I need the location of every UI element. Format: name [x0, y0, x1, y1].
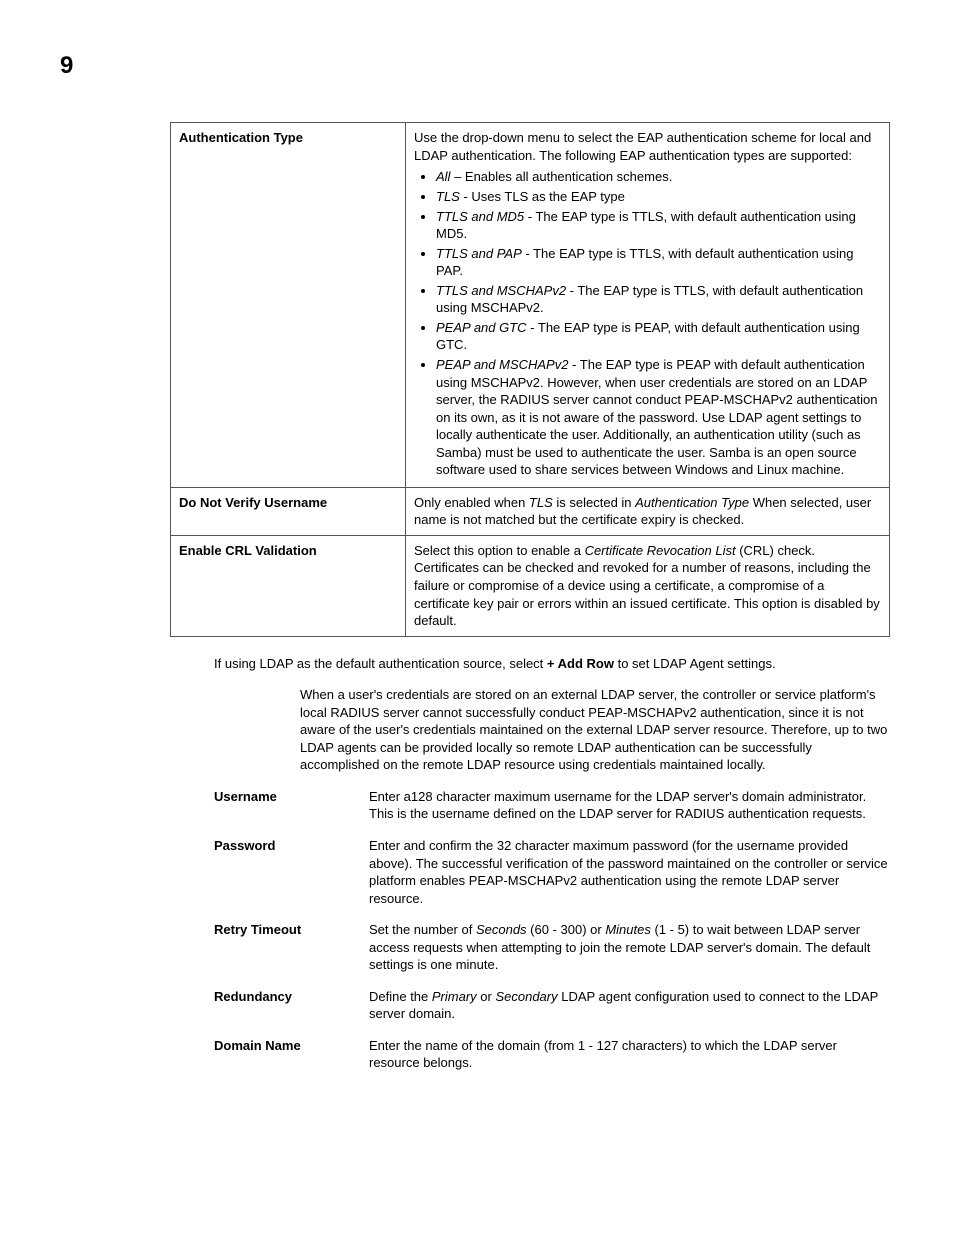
list-item: TLS - Uses TLS as the EAP type: [436, 188, 881, 206]
bullet-list: All – Enables all authentication schemes…: [414, 168, 881, 478]
list-item: TTLS and MSCHAPv2 - The EAP type is TTLS…: [436, 282, 881, 317]
list-item: PEAP and MSCHAPv2 - The EAP type is PEAP…: [436, 356, 881, 479]
table-row-description: Select this option to enable a Certifica…: [406, 535, 890, 636]
definition-description: Enter a128 character maximum username fo…: [369, 788, 890, 823]
definition-label: Retry Timeout: [214, 921, 369, 974]
list-item: All – Enables all authentication schemes…: [436, 168, 881, 186]
definition-row: Retry TimeoutSet the number of Seconds (…: [214, 921, 890, 974]
table-row: Enable CRL ValidationSelect this option …: [171, 535, 890, 636]
list-item: PEAP and GTC - The EAP type is PEAP, wit…: [436, 319, 881, 354]
table-row-description: Use the drop-down menu to select the EAP…: [406, 123, 890, 487]
definition-description: Enter and confirm the 32 character maxim…: [369, 837, 890, 907]
definition-row: PasswordEnter and confirm the 32 charact…: [214, 837, 890, 907]
table-row-label: Authentication Type: [171, 123, 406, 487]
page-number: 9: [60, 50, 894, 82]
definition-label: Username: [214, 788, 369, 823]
definition-label: Password: [214, 837, 369, 907]
table-row-label: Enable CRL Validation: [171, 535, 406, 636]
definition-label: Domain Name: [214, 1037, 369, 1072]
table-row-description: Only enabled when TLS is selected in Aut…: [406, 487, 890, 535]
table-row: Do Not Verify UsernameOnly enabled when …: [171, 487, 890, 535]
list-item: TTLS and PAP - The EAP type is TTLS, wit…: [436, 245, 881, 280]
paragraph-ldap-explain: When a user's credentials are stored on …: [300, 686, 890, 774]
definition-label: Redundancy: [214, 988, 369, 1023]
paragraph-add-row: If using LDAP as the default authenticat…: [214, 655, 890, 673]
page-content: Authentication TypeUse the drop-down men…: [170, 122, 890, 1072]
definition-description: Set the number of Seconds (60 - 300) or …: [369, 921, 890, 974]
definition-description: Enter the name of the domain (from 1 - 1…: [369, 1037, 890, 1072]
table-row: Authentication TypeUse the drop-down men…: [171, 123, 890, 487]
definition-row: UsernameEnter a128 character maximum use…: [214, 788, 890, 823]
definition-row: Domain NameEnter the name of the domain …: [214, 1037, 890, 1072]
table-row-label: Do Not Verify Username: [171, 487, 406, 535]
definition-list: UsernameEnter a128 character maximum use…: [214, 788, 890, 1072]
definition-row: RedundancyDefine the Primary or Secondar…: [214, 988, 890, 1023]
list-item: TTLS and MD5 - The EAP type is TTLS, wit…: [436, 208, 881, 243]
definition-description: Define the Primary or Secondary LDAP age…: [369, 988, 890, 1023]
spec-table: Authentication TypeUse the drop-down men…: [170, 122, 890, 636]
